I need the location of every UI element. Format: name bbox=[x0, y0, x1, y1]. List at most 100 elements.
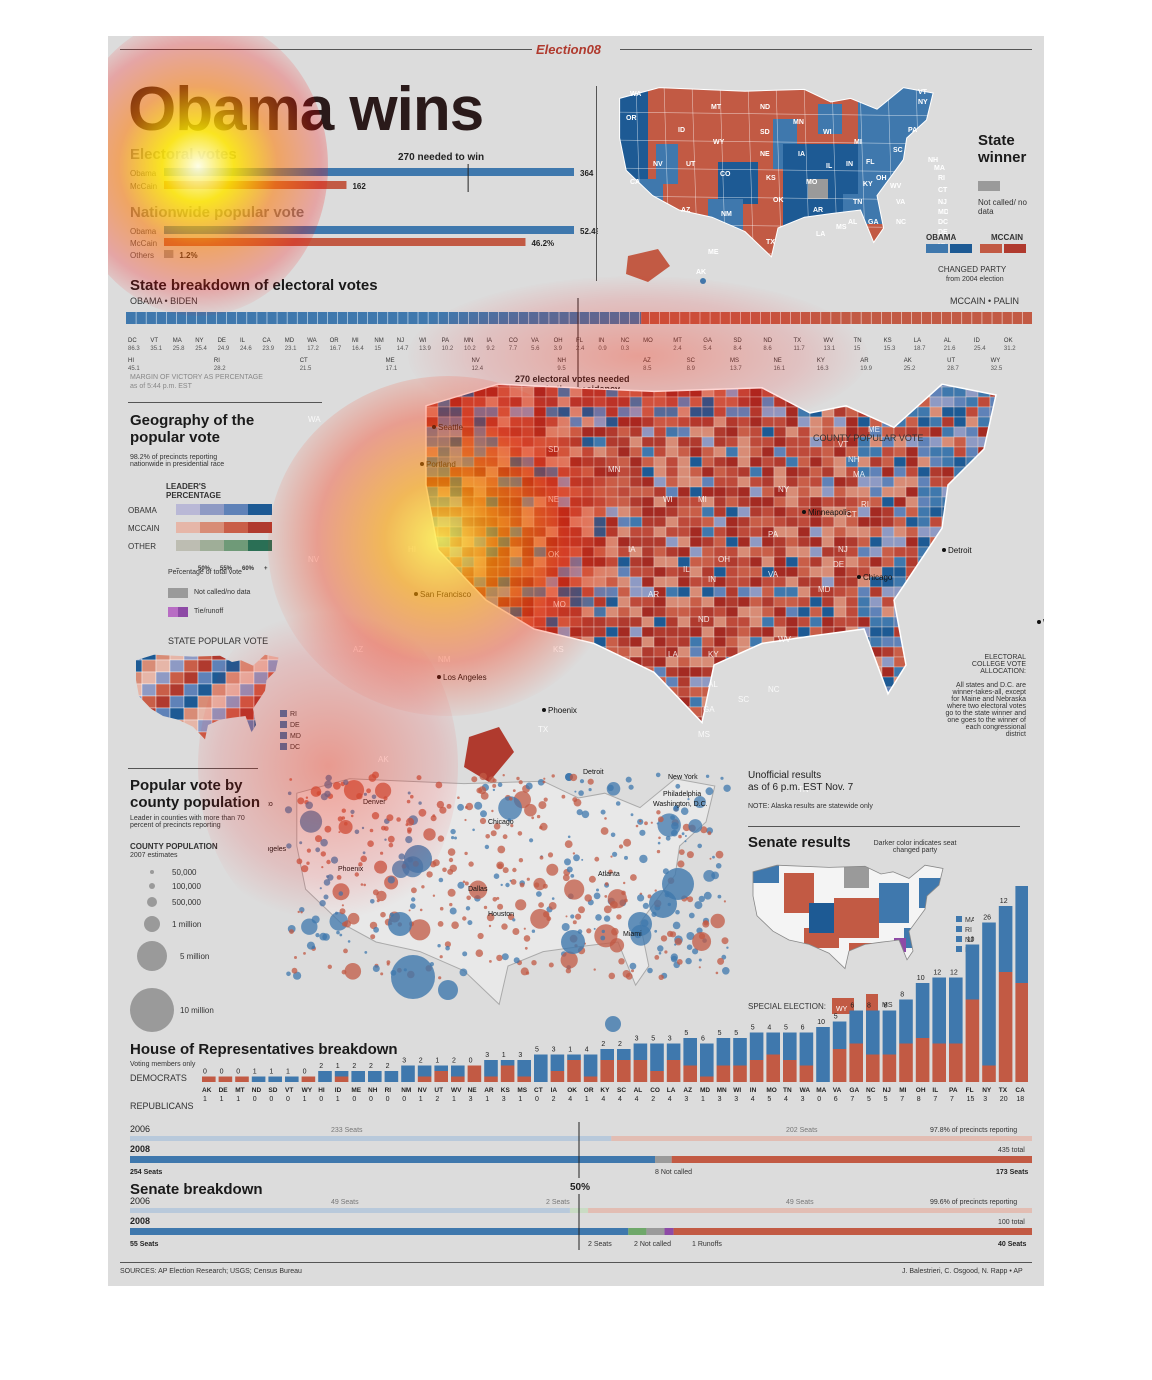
county-cell-1671 bbox=[965, 526, 979, 538]
county-cell-1494 bbox=[905, 556, 919, 568]
house-state-WV: WV bbox=[451, 1087, 462, 1094]
county-cell-1674 bbox=[965, 556, 979, 568]
bubble-447 bbox=[687, 896, 694, 903]
mini-cell-56 bbox=[211, 671, 227, 685]
house-dem-bar-SD bbox=[268, 1076, 282, 1082]
sb-low-obama-margin-RI: 28.2 bbox=[214, 366, 226, 372]
county-cell-1280 bbox=[833, 576, 847, 588]
mini-cell-87 bbox=[253, 719, 269, 733]
house-rep-bar-DE bbox=[218, 1076, 233, 1082]
county-cell-879 bbox=[701, 526, 715, 538]
bubble-482 bbox=[327, 874, 334, 881]
county-cell-1558 bbox=[929, 476, 943, 488]
county-cell-36 bbox=[426, 384, 439, 388]
county-cell-1079 bbox=[762, 727, 774, 737]
mini-cell-53 bbox=[198, 744, 212, 756]
county-cell-1659 bbox=[965, 406, 979, 418]
county-cell-776 bbox=[665, 576, 679, 588]
county-cell-1199 bbox=[809, 486, 823, 498]
winner-label-MS: MS bbox=[836, 224, 847, 231]
county-cell-871 bbox=[701, 446, 715, 458]
county-cell-527 bbox=[581, 606, 595, 618]
mini-cell-20 bbox=[155, 671, 171, 685]
bubble-66 bbox=[418, 808, 427, 817]
house-rep-value-MN: 3 bbox=[718, 1096, 722, 1103]
county-cell-378 bbox=[533, 556, 547, 568]
house-rep-value-MA: 0 bbox=[817, 1096, 821, 1103]
county-cell-194 bbox=[473, 516, 487, 528]
county-cell-440 bbox=[557, 456, 571, 468]
sb-top-mccain-margin-LA: 18.7 bbox=[914, 346, 926, 352]
bubble-247 bbox=[529, 838, 534, 843]
senate-breakdown-bars: 2006 49 Seats 2 Seats 49 Seats 99.6% of prec… bbox=[130, 1194, 1032, 1250]
sb-low-mccain-state-NE: NE bbox=[773, 358, 781, 364]
county-cell-661 bbox=[629, 506, 643, 518]
house-state-CO: CO bbox=[650, 1087, 660, 1094]
mini-cell-31 bbox=[169, 695, 185, 709]
house-dem-value-WV: 2 bbox=[452, 1058, 456, 1065]
house-dem-bar-ID bbox=[334, 1071, 349, 1077]
geo-scale-2: 55% bbox=[220, 566, 233, 572]
county-cell-404 bbox=[545, 456, 559, 468]
county-cell-548 bbox=[593, 456, 607, 468]
county-cell-1107 bbox=[773, 646, 787, 658]
county-cell-185 bbox=[473, 426, 487, 438]
county-cell-1582 bbox=[929, 716, 943, 723]
county-cell-322 bbox=[509, 716, 523, 723]
bubble-96 bbox=[297, 910, 300, 914]
bubble-478 bbox=[575, 913, 582, 920]
county-cell-317 bbox=[509, 666, 523, 678]
winner-label-OR: OR bbox=[626, 115, 637, 122]
winner-label-IA: IA bbox=[798, 151, 805, 158]
mini-cell-45 bbox=[197, 654, 213, 661]
county-cell-1788 bbox=[1002, 617, 1014, 627]
bubble-338 bbox=[319, 887, 322, 890]
house-rep-bar-NV bbox=[417, 1076, 432, 1082]
county-cell-561 bbox=[593, 586, 607, 598]
county-cell-1012 bbox=[749, 416, 763, 428]
sb-low-obama-margin-NH: 9.5 bbox=[557, 366, 566, 372]
senate-2006-dem-bar bbox=[130, 1208, 570, 1213]
county-cell-1066 bbox=[761, 596, 775, 608]
bubble-264 bbox=[362, 851, 366, 855]
county-cell-841 bbox=[689, 506, 703, 518]
county-cell-250 bbox=[485, 716, 499, 723]
bubble-city-15: Washington, D.C. bbox=[653, 801, 708, 808]
county-cell-379 bbox=[533, 566, 547, 578]
house-state-ME: ME bbox=[351, 1087, 361, 1094]
bubble-194 bbox=[600, 827, 609, 835]
mini-cell-34 bbox=[169, 731, 185, 740]
county-cell-1048 bbox=[761, 416, 775, 428]
county-cell-1054 bbox=[761, 476, 775, 488]
pv-bar-0 bbox=[164, 226, 574, 234]
county-cell-386 bbox=[533, 636, 547, 648]
county-cell-1013 bbox=[749, 426, 763, 438]
bubble-279 bbox=[386, 960, 391, 964]
county-cell-383 bbox=[533, 606, 547, 618]
county-cell-610 bbox=[605, 716, 619, 723]
bubble-147 bbox=[676, 959, 683, 965]
mini-cell-79 bbox=[239, 731, 255, 740]
senate-2008-nc-bar bbox=[646, 1228, 665, 1235]
county-cell-719 bbox=[642, 727, 654, 737]
county-cell-125 bbox=[449, 546, 463, 558]
county-cell-1384 bbox=[869, 536, 883, 548]
county-cell-334 bbox=[521, 476, 535, 488]
county-cell-144 bbox=[461, 384, 475, 388]
house-dem-value-OR: 4 bbox=[585, 1047, 589, 1054]
county-cell-991 bbox=[737, 566, 751, 578]
county-cell-607 bbox=[605, 686, 619, 698]
county-cell-655 bbox=[629, 446, 643, 458]
county-cell-1295 bbox=[834, 727, 846, 737]
county-cell-600 bbox=[605, 616, 619, 628]
house-rep-value-TX: 20 bbox=[1000, 1096, 1008, 1103]
county-cell-1128 bbox=[785, 496, 799, 508]
winner-label-WA: WA bbox=[630, 91, 641, 98]
county-cell-549 bbox=[593, 466, 607, 478]
winner-label-ME: ME bbox=[708, 249, 719, 256]
county-cell-191 bbox=[473, 486, 487, 498]
county-cell-1047 bbox=[761, 406, 775, 418]
sb-top-obama-state-WI: WI bbox=[419, 338, 427, 344]
house-dem-bar-IA bbox=[550, 1054, 565, 1071]
county-cell-1103 bbox=[773, 606, 787, 618]
